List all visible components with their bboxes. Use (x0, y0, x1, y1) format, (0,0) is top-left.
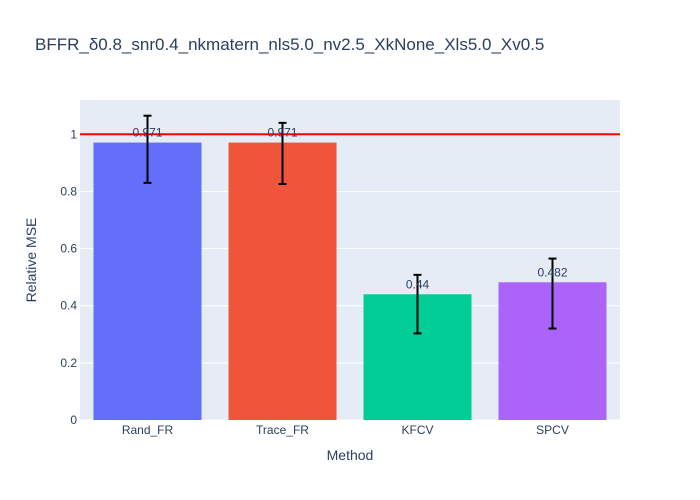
data-label: 0.971 (267, 126, 297, 140)
x-axis-title: Method (327, 447, 374, 463)
y-tick-label: 0.4 (60, 299, 77, 313)
y-tick-label: 0.2 (60, 356, 77, 370)
data-label: 0.44 (406, 277, 430, 291)
bars (93, 142, 607, 421)
error-bars (143, 114, 557, 335)
bar-trace-fr (228, 142, 337, 421)
x-tick-label: SPCV (536, 423, 569, 437)
x-tick-label: Trace_FR (256, 423, 309, 437)
data-label: 0.971 (132, 126, 162, 140)
y-axis-ticks: 0 0.2 0.4 0.6 0.8 1 (60, 127, 77, 427)
data-label: 0.482 (537, 265, 567, 279)
x-tick-label: KFCV (401, 423, 433, 437)
y-tick-label: 0 (70, 413, 77, 427)
y-axis-title: Relative MSE (23, 218, 39, 303)
y-tick-label: 0.6 (60, 242, 77, 256)
bar-rand-fr (93, 142, 202, 421)
y-tick-label: 1 (70, 127, 77, 141)
x-axis-ticks: Rand_FR Trace_FR KFCV SPCV (122, 423, 569, 437)
chart-title: BFFR_δ0.8_snr0.4_nkmatern_nls5.0_nv2.5_X… (35, 35, 544, 54)
y-tick-label: 0.8 (60, 184, 77, 198)
x-tick-label: Rand_FR (122, 423, 174, 437)
data-labels: 0.971 0.971 0.44 0.482 (132, 126, 567, 292)
